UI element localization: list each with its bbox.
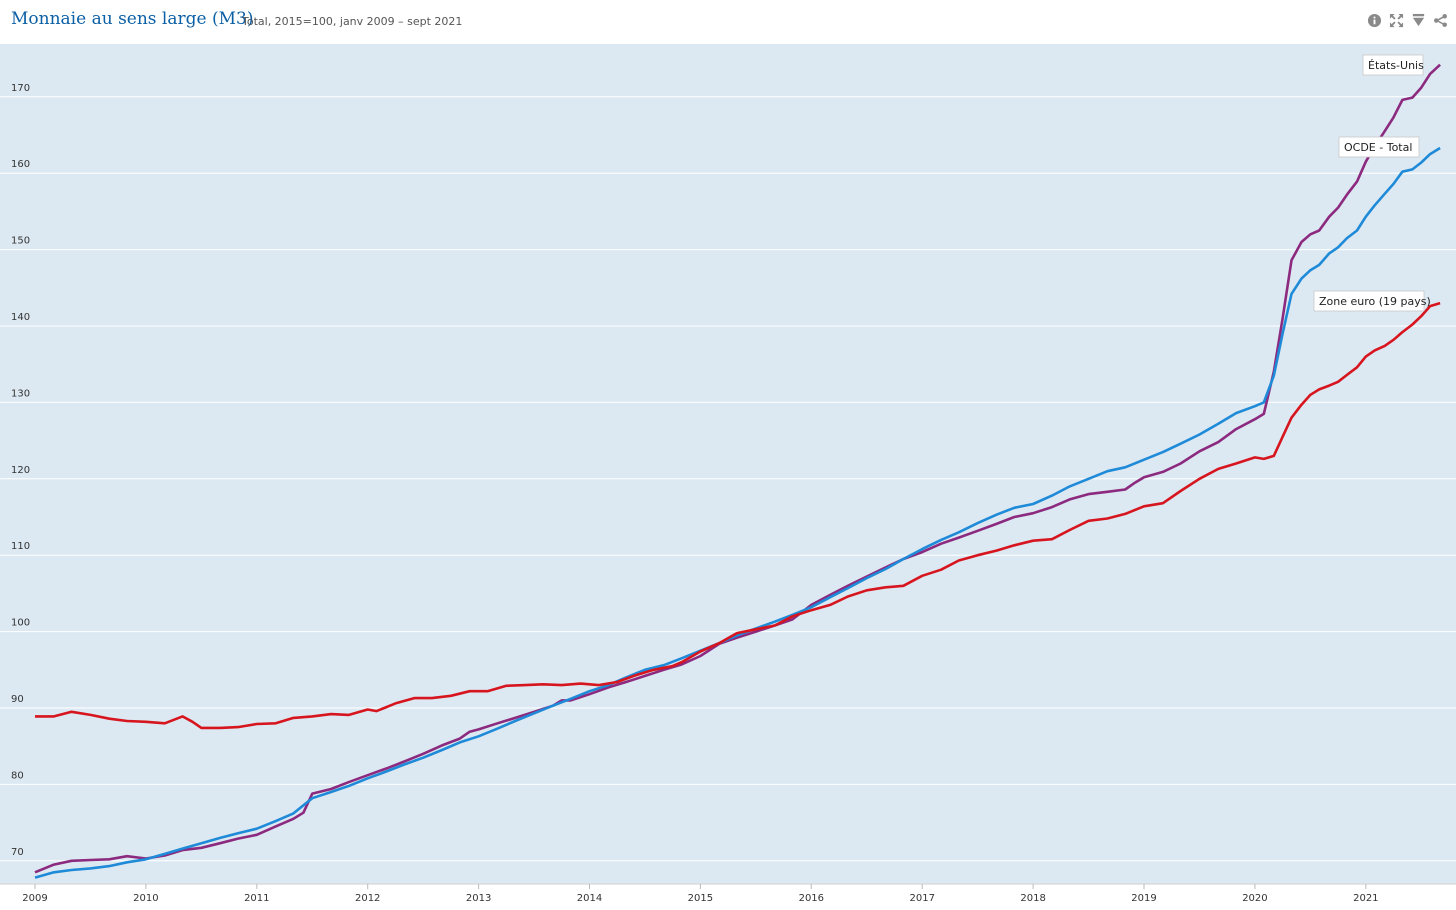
series-line-2[interactable] [34, 146, 1441, 879]
chart-subtitle: Total, 2015=100, janv 2009 – sept 2021 [242, 15, 463, 28]
x-tick-label: 2019 [1131, 893, 1156, 904]
plot-background [0, 44, 1456, 884]
x-tick-label: 2021 [1353, 893, 1378, 904]
x-tick-label: 2016 [799, 893, 824, 904]
x-tick-label: 2018 [1020, 893, 1045, 904]
series-label: États-Unis [1368, 59, 1424, 72]
x-axis: 2009 2010 2011 2012 2013 2014 2015 2016 2017 2018… [0, 883, 1456, 904]
chart-header: Monnaie au sens large (M3) Total, 2015=1… [0, 0, 1456, 44]
series-label-box: Zone euro (19 pays) [1313, 290, 1431, 312]
share-icon[interactable] [1432, 12, 1448, 28]
y-tick-label: 110 [11, 541, 30, 552]
x-tick-label: 2009 [22, 893, 47, 904]
series-label-box: OCDE - Total [1338, 136, 1420, 158]
x-tick-label: 2017 [909, 893, 934, 904]
series-labels: États-Unis OCDE - Total Zone euro (19 pays… [1313, 54, 1431, 312]
download-icon[interactable] [1410, 12, 1426, 28]
y-tick-label: 70 [11, 847, 24, 858]
series-label-bg [1338, 136, 1420, 158]
y-tick-label: 100 [11, 618, 30, 629]
series-label: Zone euro (19 pays) [1319, 295, 1431, 308]
y-tick-label: 130 [11, 388, 30, 399]
toolbar [1366, 12, 1448, 28]
series-lines [34, 63, 1441, 879]
info-icon[interactable] [1366, 12, 1382, 28]
fullscreen-icon[interactable] [1388, 12, 1404, 28]
series-line-3[interactable] [35, 301, 1441, 730]
y-axis: 70 80 90 100 110 120 130 140 150 160 170 [11, 83, 30, 858]
series-label: OCDE - Total [1344, 141, 1412, 154]
x-tick-label: 2015 [688, 893, 713, 904]
y-tick-label: 80 [11, 770, 24, 781]
chart-title: Monnaie au sens large (M3) [11, 9, 254, 29]
series-label-bg [1362, 54, 1424, 76]
y-tick-label: 120 [11, 465, 30, 476]
x-tick-label: 2012 [355, 893, 380, 904]
x-tick-label: 2014 [577, 893, 602, 904]
x-tick-label: 2011 [244, 893, 269, 904]
y-tick-label: 90 [11, 694, 24, 705]
gridlines [0, 96, 1456, 862]
y-tick-label: 150 [11, 236, 30, 247]
series-label-bg [1313, 290, 1425, 312]
x-tick-label: 2010 [133, 893, 158, 904]
series-line-1[interactable] [34, 63, 1441, 874]
y-tick-label: 170 [11, 83, 30, 94]
x-tick-label: 2013 [466, 893, 491, 904]
y-tick-label: 140 [11, 312, 30, 323]
y-tick-label: 160 [11, 159, 30, 170]
series-label-box: États-Unis [1362, 54, 1424, 76]
x-tick-label: 2020 [1242, 893, 1267, 904]
